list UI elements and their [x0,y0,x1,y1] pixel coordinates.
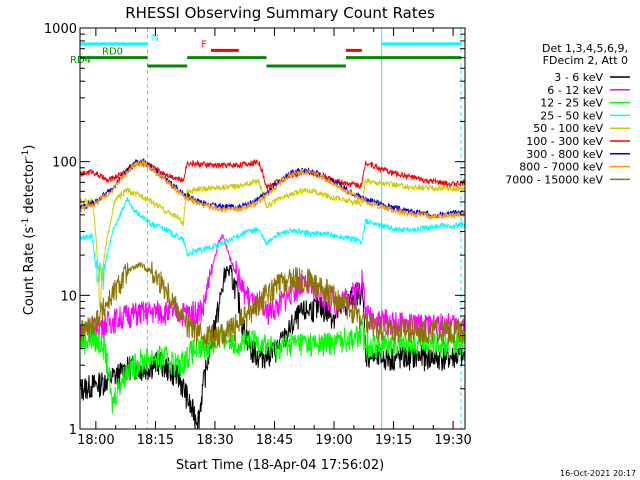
x-tick-label-0: 18:00 [77,433,114,448]
series-lines [79,158,466,430]
plot-frame [79,27,466,430]
y-tick-label-2: 100 [52,156,77,171]
flag-label-rd4: RD4 [70,55,91,66]
x-tick-label-1: 18:15 [137,433,174,448]
series-line-2 [79,320,466,414]
y-tick-label-0: 1 [69,423,77,438]
legend-label-1: 6 - 12 keV [547,84,603,97]
x-tick-label-2: 18:30 [196,433,233,448]
legend-label-0: 3 - 6 keV [554,71,603,84]
y-tick-label-3: 1000 [44,22,77,37]
x-axis-label: Start Time (18-Apr-04 17:56:02) [176,458,384,473]
legend-label-5: 100 - 300 keV [526,135,603,148]
legend-label-8: 7000 - 15000 keV [505,173,603,186]
x-tick-label-6: 19:30 [434,433,471,448]
chart-title: RHESSI Observing Summary Count Rates [125,4,435,22]
x-tick-label-5: 19:15 [375,433,412,448]
series-line-4 [79,177,466,310]
series-line-3 [79,196,466,291]
x-tick-label-3: 18:45 [256,433,293,448]
flag-label-rd0: RD0 [102,47,123,58]
legend-header-line2: FDecim 2, Att 0 [543,54,628,67]
legend-label-2: 12 - 25 keV [540,97,603,110]
legend-header-line1: Det 1,3,4,5,6,9, [542,42,628,55]
legend: Det 1,3,4,5,6,9, FDecim 2, Att 0 3 - 6 k… [505,42,630,186]
x-axis: 18:00 18:15 18:30 18:45 19:00 19:15 19:30 [77,28,472,448]
legend-label-4: 50 - 100 keV [533,122,603,135]
legend-label-7: 800 - 7000 keV [519,161,603,174]
y-axis: 1 10 100 1000 [44,22,465,438]
flag-label-f: F [201,39,207,50]
series-line-8 [79,261,466,350]
series-line-7 [79,160,466,221]
y-tick-label-1: 10 [60,289,77,304]
legend-label-6: 300 - 800 keV [526,148,603,161]
legend-label-3: 25 - 50 keV [540,109,603,122]
generation-timestamp: 16-Oct-2021 20:17 [560,469,636,478]
x-tick-label-4: 19:00 [315,433,352,448]
y-axis-label: Count Rate (s-1 detector-1) [21,145,37,316]
flag-bars: N F RD0 RD4 [70,33,462,68]
flag-label-n: N [151,33,158,44]
